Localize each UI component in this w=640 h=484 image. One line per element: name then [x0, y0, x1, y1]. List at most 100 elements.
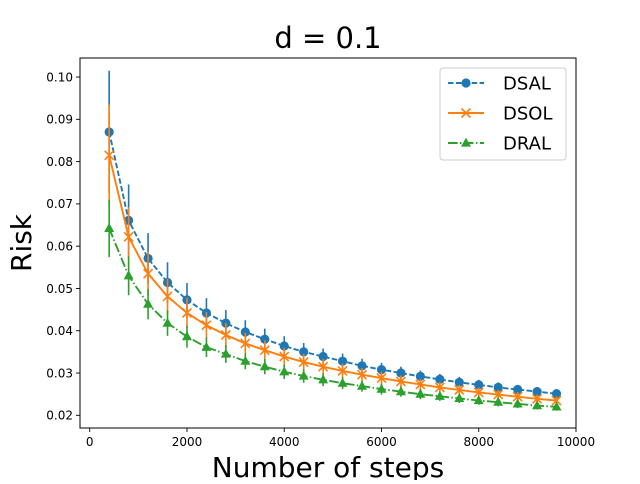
data-point [259, 345, 270, 356]
legend-box [439, 67, 567, 161]
data-point [532, 393, 543, 404]
data-point [415, 388, 426, 398]
legend-marker [461, 137, 471, 147]
data-point [434, 390, 445, 400]
data-point [376, 383, 387, 393]
y-tick-label: 0.06 [46, 239, 73, 253]
data-point [240, 355, 251, 365]
data-point [123, 231, 134, 242]
x-axis: 0 2000 4000 6000 8000 10000 [86, 428, 595, 449]
axes-frame [79, 57, 577, 429]
data-point [337, 356, 348, 366]
legend-label: DSAL [503, 74, 551, 95]
series-dsol [104, 104, 562, 406]
data-point [435, 374, 445, 384]
data-point [434, 382, 445, 393]
legend-label: DRAL [503, 134, 551, 155]
data-point [376, 365, 387, 375]
y-tick-label: 0.02 [46, 409, 73, 423]
data-point [376, 373, 387, 384]
y-axis: 0.02 0.03 0.04 0.05 0.06 0.07 0.08 0.09 0.10 [46, 70, 80, 423]
data-point [396, 368, 406, 378]
data-point [318, 361, 329, 372]
data-point [474, 380, 484, 390]
data-point [512, 391, 523, 402]
data-point [318, 374, 329, 384]
x-tick-label: 10000 [557, 435, 595, 449]
y-axis-label: Risk [5, 213, 38, 272]
data-point [123, 270, 134, 280]
data-point [299, 347, 309, 357]
data-point [337, 377, 348, 387]
data-point [337, 365, 348, 376]
data-point [201, 320, 212, 331]
x-tick-label: 4000 [269, 435, 300, 449]
data-point [181, 331, 192, 341]
data-point [104, 223, 115, 233]
data-point [240, 327, 250, 337]
x-tick-label: 0 [86, 435, 94, 449]
data-point [357, 380, 368, 390]
y-tick-label: 0.04 [46, 324, 73, 338]
y-tick-label: 0.08 [46, 155, 73, 169]
data-point [220, 348, 231, 358]
data-point [493, 396, 504, 406]
chart-title: d = 0.1 [274, 21, 381, 55]
x-tick-label: 2000 [172, 435, 203, 449]
data-point [551, 389, 562, 399]
data-point [415, 371, 425, 382]
data-point [260, 334, 270, 344]
data-point [415, 379, 426, 390]
legend-marker [460, 107, 472, 119]
data-point [473, 395, 484, 405]
data-point [162, 317, 173, 327]
data-point [318, 351, 328, 362]
series-dral [104, 199, 562, 411]
data-point [551, 395, 562, 406]
legend-marker [461, 78, 471, 88]
data-point [395, 386, 406, 396]
plot-area [104, 70, 562, 411]
data-point [143, 268, 154, 279]
data-point [493, 389, 504, 400]
data-point [279, 366, 290, 376]
data-point [220, 329, 231, 341]
data-point [551, 401, 562, 411]
data-point [181, 307, 193, 319]
data-point [162, 291, 173, 302]
y-tick-label: 0.03 [46, 366, 73, 380]
x-tick-label: 8000 [463, 435, 494, 449]
data-point [279, 341, 289, 351]
data-point [512, 398, 523, 408]
y-tick-label: 0.10 [46, 70, 73, 84]
y-tick-label: 0.09 [46, 113, 73, 127]
data-point [454, 377, 464, 387]
legend-label: DSOL [503, 104, 552, 125]
data-point [454, 384, 465, 396]
y-tick-label: 0.07 [46, 197, 73, 211]
data-point [104, 150, 115, 161]
x-axis-label: Number of steps [212, 451, 444, 480]
data-point [493, 382, 503, 393]
data-point [240, 338, 251, 349]
data-point [513, 384, 523, 395]
data-point [356, 369, 368, 380]
data-point [298, 356, 309, 368]
y-tick-label: 0.05 [46, 282, 73, 296]
data-point [395, 376, 407, 387]
data-point [532, 387, 542, 397]
legend: DSAL DSOL DRAL [439, 67, 567, 161]
series-line [108, 228, 557, 408]
data-point [357, 361, 367, 371]
x-tick-label: 6000 [366, 435, 397, 449]
data-point [143, 298, 154, 308]
data-point [532, 400, 543, 410]
data-point [259, 361, 270, 371]
data-point [201, 341, 212, 351]
data-point [298, 370, 309, 380]
data-point [279, 351, 290, 362]
data-point [473, 387, 484, 398]
data-point [454, 393, 465, 402]
